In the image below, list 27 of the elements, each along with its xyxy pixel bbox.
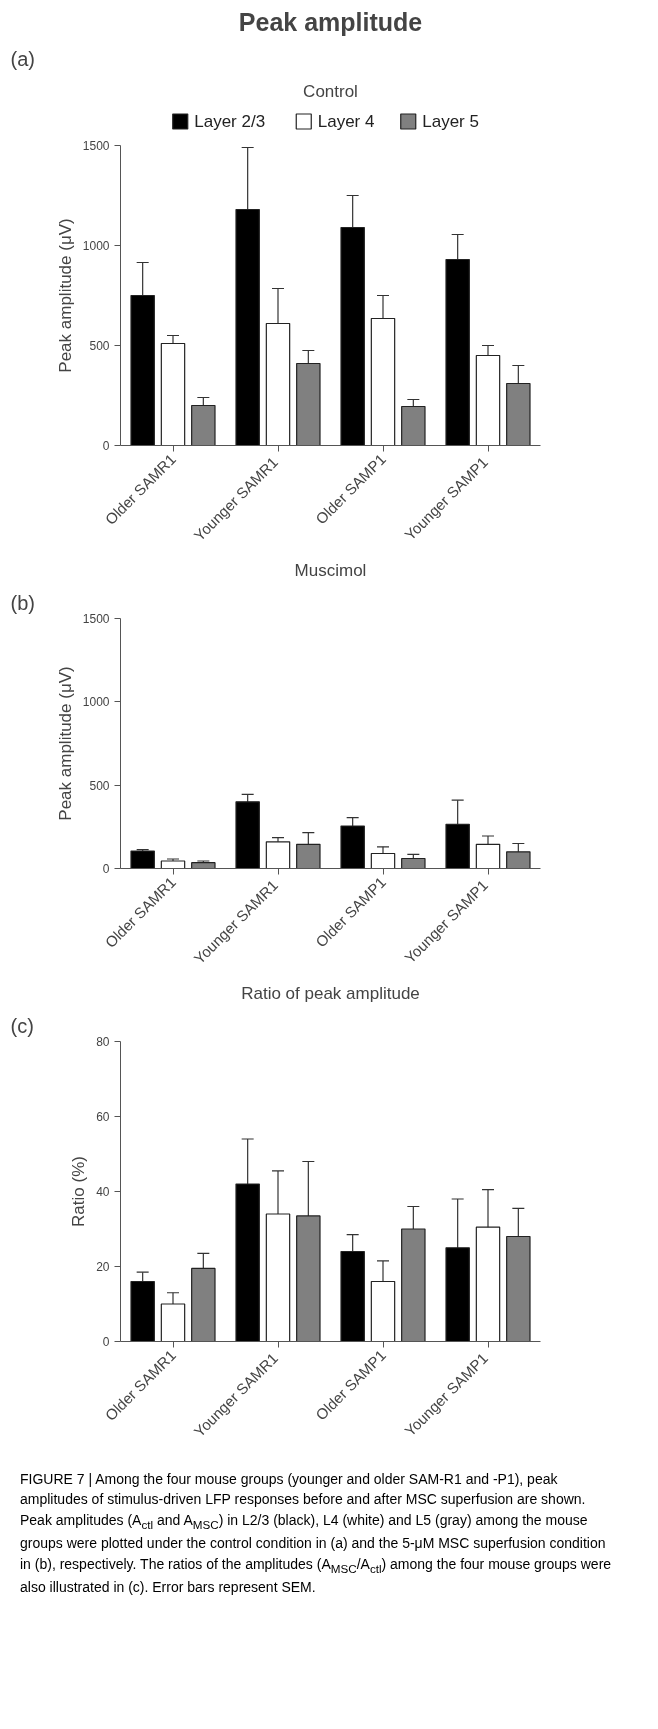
y-tick-label: 1500 — [82, 139, 110, 153]
text: (a) — [10, 47, 35, 70]
y-tick-label: 80 — [96, 1035, 110, 1049]
y-tick-label: 500 — [89, 339, 110, 353]
y-tick-label: 1000 — [82, 695, 110, 710]
chart-title: Ratio of peak amplitude — [241, 983, 420, 1003]
y-tick-label: 40 — [96, 1185, 110, 1199]
y-axis-title: Peak amplitude (μV) — [55, 666, 75, 821]
legend-label: Layer 5 — [422, 112, 479, 131]
chart-title: Muscimol — [294, 560, 367, 580]
y-tick-label: 20 — [96, 1260, 110, 1274]
legend-label: Layer 4 — [317, 112, 375, 131]
y-tick-label: 500 — [89, 778, 110, 793]
text: FIGURE 7 | Among the four mouse groups (younger and older SAM-R1 and -P1), peak amplitudes of stimulus-driven LFP responses before and after MSC superfusion are shown. Peak amplitudes (A$_{ctl}$ and A$_{MSC}$) in L2/3 (black), L4 (white) and L5 (gray) among the mouse groups were plotted under the control condition in (a) and the 5-μM MSC superfusion condition in (b), respectively. The ratios of the amplitudes (A$_{MSC}$/A$_{ctl}$) among the four mouse groups were also illustrated in (c). Error bars represent SEM. — [20, 1471, 612, 1596]
text: (b) — [10, 591, 35, 614]
y-tick-label: 0 — [102, 1335, 110, 1349]
chart-title: Peak amplitude — [238, 7, 423, 36]
y-tick-label: 0 — [102, 862, 110, 876]
chart-subtitle: Control — [303, 81, 358, 101]
y-axis-title: Ratio (%) — [69, 1156, 89, 1227]
y-tick-label: 0 — [102, 439, 110, 453]
y-tick-label: 60 — [96, 1110, 110, 1124]
text: (c) — [10, 1014, 34, 1037]
legend-label: Layer 2/3 — [194, 112, 266, 131]
y-axis-title: Peak amplitude (μV) — [55, 218, 75, 373]
y-tick-label: 1500 — [82, 612, 110, 626]
y-tick-label: 1000 — [82, 239, 110, 253]
